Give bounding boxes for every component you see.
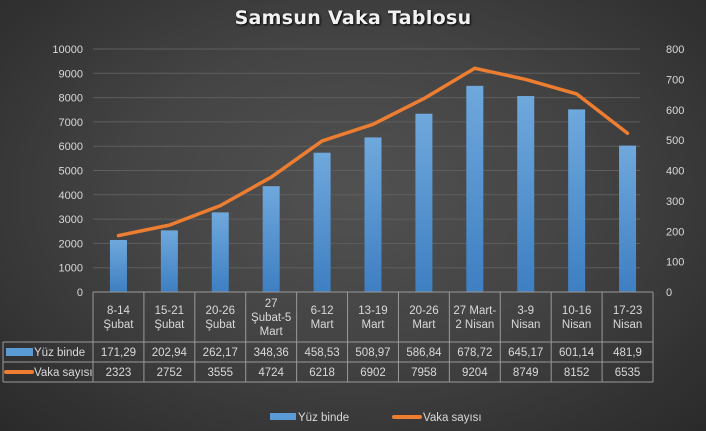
category-label: 10-16 [562,305,591,317]
table-cell: 9204 [462,367,488,379]
category-label: 27 [265,298,278,310]
bar [160,230,178,292]
category-label: 8-14 [107,305,131,317]
category-label: 17-23 [613,305,642,317]
legend: Yüz binde Vaka sayısı [270,412,482,424]
left-axis-tick-label: 1000 [59,263,83,275]
category-label: 3-9 [517,305,534,317]
table-cell: 586,84 [406,347,442,359]
left-axis-tick-label: 0 [77,287,83,299]
table-cell: 508,97 [355,347,390,359]
category-label: 2 Nisan [455,319,494,331]
bar [466,85,484,292]
chart-title: Samsun Vaka Tablosu [234,7,472,29]
category-label: 13-19 [358,305,387,317]
right-axis-tick-label: 300 [666,196,684,208]
table-cell: 601,14 [559,347,595,359]
category-label: Nisan [511,319,540,331]
legend-key-bar-icon [6,348,33,356]
left-axis-tick-label: 4000 [59,190,83,202]
legend-item-label: Yüz binde [298,412,349,424]
table-cell: 4724 [258,367,284,379]
category-label: 20-26 [409,305,438,317]
right-axis-tick-label: 600 [666,105,684,117]
legend-line-icon [392,415,422,419]
table-cell: 481,9 [613,347,642,359]
right-axis-tick-label: 0 [666,287,672,299]
category-label: Nisan [562,319,591,331]
category-label: Nisan [613,319,642,331]
right-axis-tick-label: 800 [666,44,684,56]
table-cell: 458,53 [304,347,339,359]
right-axis-tick-label: 500 [666,135,684,147]
left-axis-tick-label: 2000 [59,238,83,250]
row-label: Yüz binde [34,347,85,359]
left-axis-tick-label: 6000 [59,141,83,153]
category-label: Şubat [205,319,236,331]
bar [211,212,229,292]
category-label: 20-26 [206,305,235,317]
table-cell: 2752 [157,367,183,379]
category-label: Şubat-5 [251,312,291,324]
table-cell: 262,17 [203,347,238,359]
table-cell: 8152 [564,367,590,379]
bar [568,109,586,293]
line-series-vaka-sayisi [116,66,630,238]
category-label: Mart [362,319,386,331]
legend-key-line-icon [4,370,34,374]
category-label: Mart [412,319,436,331]
table-cell: 6535 [615,367,641,379]
table-cell: 7958 [411,367,437,379]
table-cell: 8749 [513,367,539,379]
bar-series-yuz-binde [109,85,637,293]
category-label: 15-21 [155,305,184,317]
left-axis-tick-label: 9000 [59,68,83,80]
left-axis-tick-label: 5000 [59,166,83,178]
left-axis-tick-label: 7000 [59,117,83,129]
left-axis-tick-label: 10000 [52,44,83,56]
bar [364,137,382,292]
category-label: Şubat [103,319,134,331]
bar [415,113,433,293]
table-cell: 348,36 [254,347,289,359]
right-axis-tick-label: 100 [666,257,684,269]
category-label: Mart [311,319,335,331]
bar [313,152,331,292]
right-axis-tick-label: 200 [666,226,684,238]
left-axis-tick-label: 3000 [59,214,83,226]
data-table: 8-14 Şubat 15-21 Şubat 20-26 Şubat 27 Şubat-5 Ma… [2,291,654,383]
table-cell: 6218 [309,367,335,379]
bar [619,145,637,292]
right-axis-tick-label: 400 [666,166,684,178]
left-axis-tick-label: 8000 [59,93,83,105]
table-cell: 645,17 [508,347,543,359]
table-cell: 3555 [207,367,233,379]
legend-bar-icon [270,413,296,420]
table-cell: 2323 [106,367,132,379]
table-cell: 678,72 [457,347,492,359]
row-label: Vaka sayısı [34,367,93,379]
bar [262,186,280,292]
right-axis-tick-label: 700 [666,74,684,86]
category-label: Şubat [154,319,185,331]
category-label: Mart [260,326,284,338]
table-cell: 6902 [360,367,386,379]
category-label: 27 Mart- [453,305,496,317]
bar [517,96,535,293]
legend-item-label: Vaka sayısı [423,412,482,424]
table-cell: 202,94 [152,347,188,359]
category-label: 6-12 [311,305,334,317]
bar [109,239,127,292]
table-cell: 171,29 [101,347,136,359]
